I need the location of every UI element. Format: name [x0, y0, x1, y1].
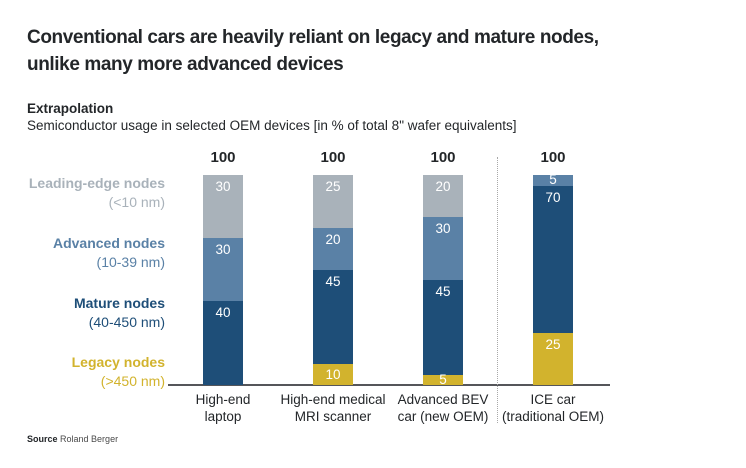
category-label-line2: laptop	[204, 409, 242, 424]
source-value: Roland Berger	[60, 434, 119, 444]
bar-segment: 30	[203, 238, 243, 301]
bar-segment: 25	[533, 332, 573, 385]
category-label-line2: MRI scanner	[294, 409, 372, 424]
segment-value-label: 25	[325, 179, 341, 194]
legend-range: (40-450 nm)	[88, 314, 165, 330]
segment-value-label: 45	[435, 284, 451, 299]
category-label: High-end medical MRI scanner	[263, 391, 403, 425]
legend-entry: Legacy nodes (>450 nm)	[0, 353, 165, 391]
category-label: High-end laptop	[153, 391, 293, 425]
legend-name: Advanced nodes	[52, 235, 165, 251]
segment-value-label: 5	[549, 172, 557, 188]
page-title-line1: Conventional cars are heavily reliant on…	[27, 27, 599, 48]
source-label: Source	[27, 434, 58, 444]
x-axis-line	[168, 384, 610, 386]
bar-segment: 45	[423, 280, 463, 375]
bar-total-label: 100	[210, 149, 236, 166]
segment-value-label: 30	[215, 179, 231, 194]
segment-value-label: 20	[325, 231, 341, 247]
legend-entry: Mature nodes (40-450 nm)	[0, 294, 165, 332]
segment-value-label: 40	[215, 305, 231, 320]
legend-range: (>450 nm)	[100, 373, 165, 389]
bar-segment: 45	[313, 269, 353, 364]
bar-segment: 30	[423, 217, 463, 280]
chart-subtitle: Semiconductor usage in selected OEM devi…	[27, 118, 517, 133]
source-note: Source Roland Berger	[27, 434, 118, 444]
bar-total-label: 100	[320, 149, 346, 166]
bar-segment: 25	[313, 175, 353, 228]
legend-name: Legacy nodes	[71, 354, 165, 370]
category-label-line2: (traditional OEM)	[501, 409, 605, 424]
category-label-line2: car (new OEM)	[397, 409, 489, 424]
bar-total-label: 100	[540, 149, 566, 166]
legend-range: (10-39 nm)	[96, 254, 165, 270]
legend-entry: Leading-edge nodes (<10 nm)	[0, 174, 165, 212]
page-title: Conventional cars are heavily reliant on…	[27, 24, 727, 78]
legend-name: Leading-edge nodes	[28, 175, 165, 191]
bar-segment: 40	[203, 301, 243, 385]
chart-kicker: Extrapolation	[27, 101, 114, 116]
category-label: Advanced BEV car (new OEM)	[373, 391, 513, 425]
bar-segment: 20	[423, 175, 463, 217]
category-label-line1: High-end medical	[280, 392, 386, 407]
category-label-line1: Advanced BEV	[397, 392, 489, 407]
segment-value-label: 70	[545, 189, 561, 205]
bar-segment: 5	[423, 371, 463, 387]
segment-value-label: 45	[325, 273, 341, 289]
category-label-line1: ICE car	[530, 392, 576, 407]
category-label: ICE car (traditional OEM)	[483, 391, 623, 425]
bar-segment: 5	[533, 172, 573, 188]
page-title-line2: unlike many more advanced devices	[27, 54, 344, 75]
bar-segment: 10	[313, 364, 353, 385]
bar-total-label: 100	[430, 149, 456, 166]
legend-name: Mature nodes	[73, 295, 165, 311]
legend-range: (<10 nm)	[108, 194, 165, 210]
segment-value-label: 20	[435, 179, 451, 194]
segment-value-label: 25	[545, 336, 561, 352]
bar-segment: 30	[203, 175, 243, 238]
bar-segment: 20	[313, 227, 353, 270]
category-separator-line	[497, 157, 498, 423]
bar-segment: 70	[533, 185, 573, 333]
segment-value-label: 30	[435, 221, 451, 236]
segment-value-label: 10	[325, 366, 341, 382]
category-label-line1: High-end	[195, 392, 251, 407]
segment-value-label: 5	[439, 371, 447, 387]
legend-entry: Advanced nodes (10-39 nm)	[0, 234, 165, 272]
segment-value-label: 30	[215, 242, 231, 257]
